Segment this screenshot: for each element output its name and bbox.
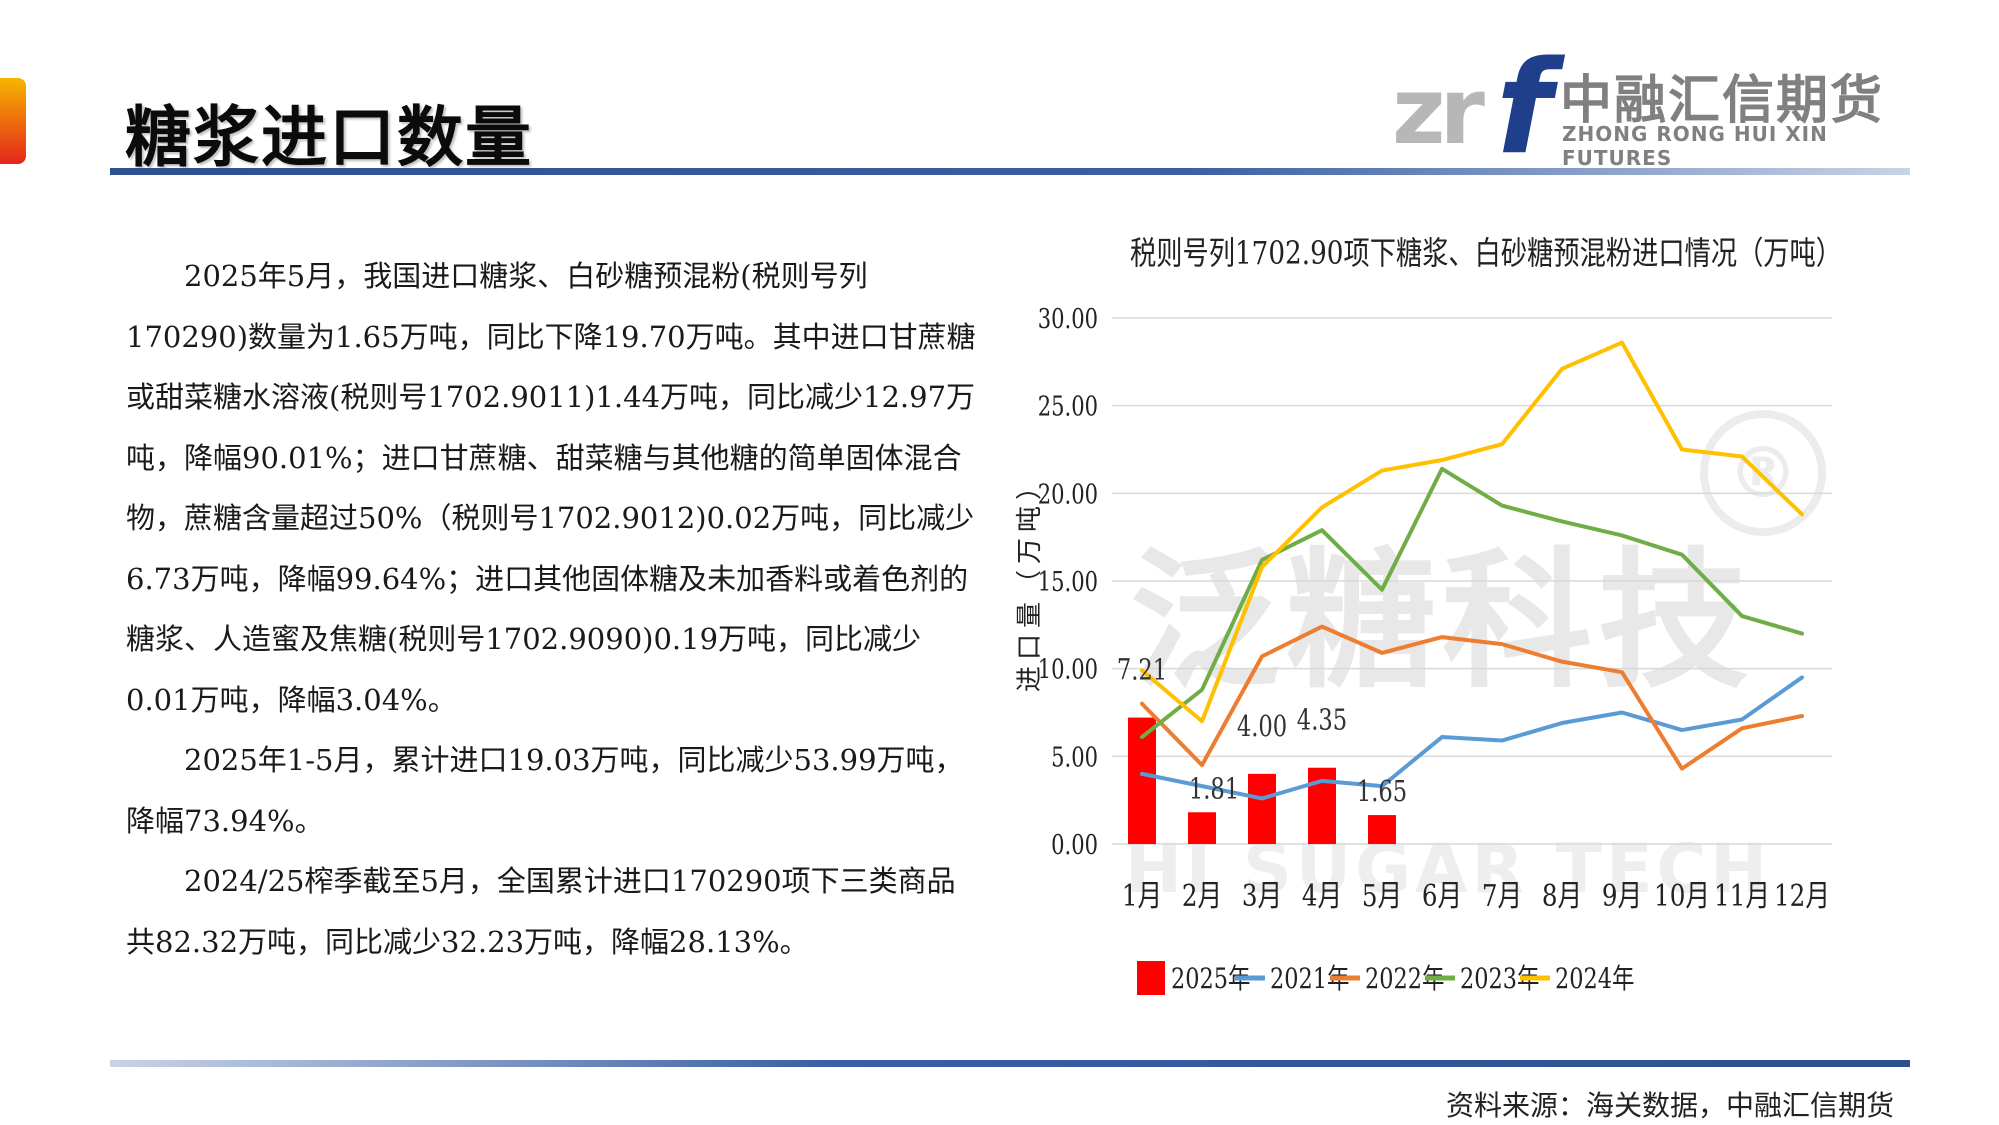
x-tick-label: 5月 bbox=[1362, 880, 1402, 914]
legend-swatch-bar bbox=[1137, 961, 1165, 995]
paragraph-may-imports: 2025年5月，我国进口糖浆、白砂糖预混粉(税则号列170290)数量为1.65… bbox=[126, 259, 976, 717]
bar-data-label: 4.00 bbox=[1237, 710, 1287, 743]
line-series bbox=[1140, 340, 1804, 724]
y-tick-label: 30.00 bbox=[1038, 303, 1098, 334]
data-source: 资料来源：海关数据，中融汇信期货 bbox=[1445, 1089, 1894, 1122]
x-tick-label: 8月 bbox=[1542, 880, 1582, 914]
watermark-english: HI SUGAR TECH bbox=[1125, 830, 1772, 909]
bar-2025 bbox=[1188, 812, 1216, 844]
x-tick-label: 11月 bbox=[1714, 880, 1770, 914]
y-tick-label: 25.00 bbox=[1038, 391, 1098, 422]
y-tick-label: 15.00 bbox=[1038, 566, 1098, 597]
accent-tab bbox=[0, 78, 26, 164]
body-text: 2025年5月，我国进口糖浆、白砂糖预混粉(税则号列170290)数量为1.65… bbox=[126, 246, 976, 972]
page-title: 糖浆进口数量 bbox=[125, 99, 533, 176]
x-tick-label: 3月 bbox=[1242, 880, 1282, 914]
x-tick-label: 7月 bbox=[1482, 880, 1522, 914]
paragraph-jan-may-cumulative: 2025年1-5月，累计进口19.03万吨，同比减少53.99万吨，降幅73.9… bbox=[126, 743, 964, 838]
bar-data-label: 1.81 bbox=[1189, 773, 1239, 806]
line-series bbox=[1140, 624, 1804, 771]
line-series bbox=[1140, 675, 1804, 801]
bar-2025 bbox=[1248, 773, 1276, 844]
y-tick-label: 5.00 bbox=[1051, 742, 1098, 773]
watermark-registered: ® bbox=[1700, 410, 1826, 536]
x-tick-label: 9月 bbox=[1602, 880, 1642, 914]
y-tick-label: 10.00 bbox=[1038, 654, 1098, 685]
bar-2025 bbox=[1368, 815, 1396, 844]
paragraph-season-cumulative: 2024/25榨季截至5月，全国累计进口170290项下三类商品共82.32万吨… bbox=[126, 864, 956, 959]
logo-english-name: ZHONG RONG HUI XIN FUTURES bbox=[1562, 122, 1828, 170]
bar-data-label: 4.35 bbox=[1297, 704, 1347, 737]
legend-label: 2024年 bbox=[1555, 961, 1634, 994]
x-tick-label: 12月 bbox=[1774, 880, 1830, 914]
line-series bbox=[1140, 466, 1804, 740]
x-tick-label: 4月 bbox=[1302, 880, 1342, 914]
y-axis-label: 进口量（万吨） bbox=[1015, 468, 1045, 692]
company-logo: zr f 中融汇信期货 ZHONG RONG HUI XIN FUTURES bbox=[1388, 34, 1898, 183]
title-divider bbox=[110, 168, 1910, 175]
logo-mark-f: f bbox=[1496, 34, 1552, 183]
bar-data-label: 1.65 bbox=[1357, 775, 1407, 808]
chart-title: 税则号列1702.90项下糖浆、白砂糖预混粉进口情况（万吨） bbox=[1130, 234, 1843, 272]
y-tick-label: 0.00 bbox=[1051, 829, 1098, 860]
x-tick-label: 10月 bbox=[1654, 880, 1710, 914]
footer-divider bbox=[110, 1060, 1910, 1067]
bar-data-label: 7.21 bbox=[1117, 654, 1167, 687]
logo-mark-zr: zr bbox=[1392, 58, 1485, 165]
x-tick-label: 1月 bbox=[1122, 880, 1162, 914]
logo-chinese-name: 中融汇信期货 bbox=[1560, 71, 1885, 131]
x-tick-label: 6月 bbox=[1422, 880, 1462, 914]
y-tick-label: 20.00 bbox=[1038, 479, 1098, 510]
x-tick-label: 2月 bbox=[1182, 880, 1222, 914]
